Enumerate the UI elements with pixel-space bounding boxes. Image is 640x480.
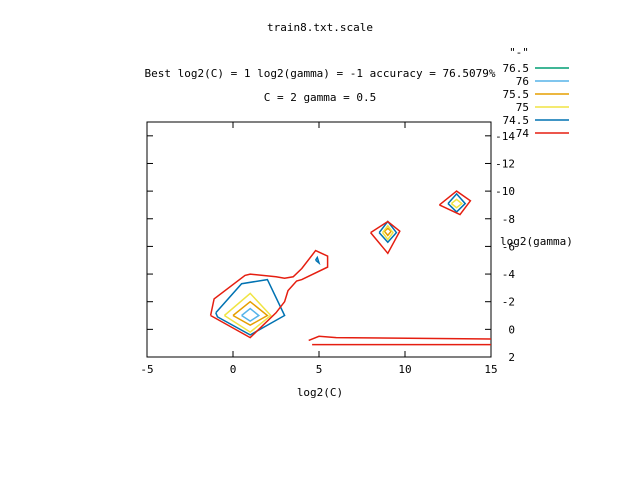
y-tick-label: -2 [502,296,515,309]
contour-line-75 [450,198,464,209]
y-tick-label: -14 [495,130,515,143]
contour-line-74 [308,335,492,342]
y-axis-ticks: 2 0 -2 -4 -6 -8 -10 -12 -14 [147,130,515,364]
x-tick-label: -5 [140,363,153,376]
contour-line-74 [370,220,401,255]
x-axis-label: log2(C) [297,386,343,399]
y-tick-label: -4 [502,268,516,281]
x-tick-label: 5 [316,363,323,376]
contour-line-74-5 [314,255,321,266]
plot-frame [146,121,492,358]
x-tick-label: 0 [230,363,237,376]
legend-label: 75 [516,101,529,114]
y-tick-label: -8 [502,213,515,226]
contour-lines [209,190,492,346]
contour-line-74 [438,190,472,216]
contour-line-75 [223,292,272,334]
y-axis-label: log2(gamma) [500,235,573,248]
y-tick-label: -12 [495,157,515,170]
contour-line-75 [382,224,394,241]
contour-line-75-5 [232,300,269,327]
y-tick-label: 0 [508,323,515,336]
y-tick-label: 2 [508,351,515,364]
x-tick-label: 15 [484,363,497,376]
contour-line-76 [241,307,261,322]
legend-label: 74 [516,127,530,140]
contour-line-74 [209,249,329,339]
legend-label: 74.5 [503,114,530,127]
x-tick-label: 10 [398,363,411,376]
contour-line-74-5 [215,278,286,336]
y-tick-label: -6 [502,240,515,253]
chart-subtitle-best: Best log2(C) = 1 log2(gamma) = -1 accura… [145,67,496,80]
legend-label: 75.5 [503,88,530,101]
x-axis-ticks: -5 0 5 10 15 [140,122,498,376]
legend-label: 76 [516,75,529,88]
contour-line-74-5 [378,220,398,244]
contour-line-74-5 [447,192,467,213]
legend-title: "-" [509,46,529,59]
chart-subtitle-params: C = 2 gamma = 0.5 [264,91,377,104]
y-tick-label: -10 [495,185,515,198]
chart-title: train8.txt.scale [267,21,373,34]
legend-label: 76.5 [503,62,530,75]
